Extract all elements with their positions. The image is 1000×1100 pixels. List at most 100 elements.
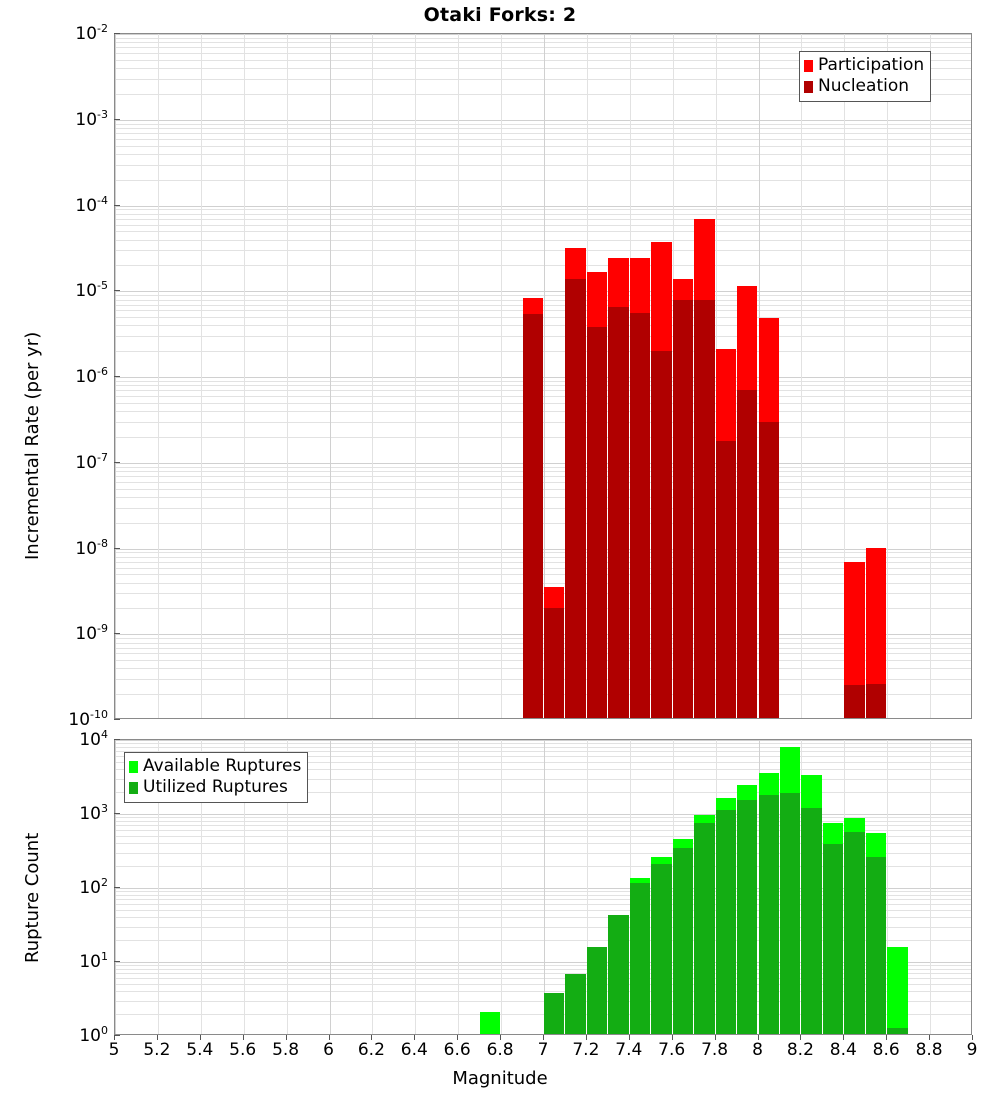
- grid-line-minor: [115, 139, 971, 140]
- rupture-count-bar: [544, 740, 565, 1034]
- incremental-rate-bar: [844, 34, 865, 718]
- y-axis-tick-label: 10-10: [68, 708, 108, 730]
- nucleation-swatch: [804, 80, 813, 93]
- grid-line-minor: [115, 940, 971, 941]
- grid-line-minor: [115, 128, 971, 129]
- grid-line-minor: [115, 568, 971, 569]
- incremental-rate-y-axis-label: Incremental Rate (per yr): [22, 331, 43, 560]
- grid-line-minor: [115, 305, 971, 306]
- grid-line-minor: [115, 866, 971, 867]
- y-axis-tick-label: 10-6: [75, 365, 108, 387]
- grid-line-minor: [115, 969, 971, 970]
- grid-line: [115, 634, 971, 635]
- rupture-count-bar-sub-segment: [822, 843, 844, 1034]
- x-axis-tick-mark: [629, 1035, 630, 1040]
- y-axis-tick-mark: [114, 633, 120, 634]
- rupture-count-bar-total-segment: [479, 1011, 501, 1034]
- incremental-rate-bar-sub-segment: [522, 313, 543, 718]
- x-axis-tick-mark: [929, 1035, 930, 1040]
- x-axis-tick-label: 8: [752, 1040, 763, 1060]
- rupture-count-bar: [844, 740, 865, 1034]
- grid-line-minor: [115, 146, 971, 147]
- grid-line-minor: [115, 899, 971, 900]
- grid-line-minor: [115, 325, 971, 326]
- y-axis-tick-mark: [114, 813, 120, 814]
- rupture-count-bar-sub-segment: [629, 882, 651, 1034]
- grid-line-vertical-minor: [372, 740, 373, 1034]
- y-axis-tick-mark: [114, 33, 120, 34]
- rupture-count-bar-sub-segment: [672, 847, 694, 1034]
- rupture-count-bar: [822, 740, 844, 1034]
- x-axis-tick-label: 8.8: [915, 1040, 943, 1060]
- incremental-rate-bar-sub-segment: [758, 422, 779, 718]
- rupture-count-bar-sub-segment: [737, 800, 758, 1034]
- grid-line-minor: [115, 317, 971, 318]
- available-ruptures-swatch: [129, 760, 138, 773]
- x-axis-tick-label: 6.4: [400, 1040, 428, 1060]
- grid-line-minor: [115, 523, 971, 524]
- grid-line-minor: [115, 583, 971, 584]
- y-axis-tick-mark: [114, 205, 120, 206]
- incremental-rate-bar-total-segment: [865, 548, 887, 718]
- grid-line-vertical: [330, 34, 331, 718]
- incremental-rate-legend: Participation Nucleation: [799, 51, 932, 102]
- y-axis-tick-label: 101: [79, 950, 108, 972]
- x-axis-tick-label: 5.8: [272, 1040, 300, 1060]
- rupture-count-bar-sub-segment: [608, 914, 629, 1034]
- grid-line-minor: [115, 437, 971, 438]
- y-axis-tick-mark: [114, 961, 120, 962]
- grid-line-minor: [115, 310, 971, 311]
- grid-line-minor: [115, 422, 971, 423]
- grid-line-vertical: [544, 740, 545, 1034]
- x-axis-tick-label: 6: [323, 1040, 334, 1060]
- grid-line-minor: [115, 79, 971, 80]
- grid-line-vertical: [330, 740, 331, 1034]
- grid-line-minor: [115, 411, 971, 412]
- x-axis-tick-mark: [414, 1035, 415, 1040]
- rupture-count-bar: [801, 740, 822, 1034]
- incremental-rate-bar: [672, 34, 694, 718]
- legend-item-nucleation: Nucleation: [804, 76, 924, 97]
- participation-swatch: [804, 59, 813, 72]
- grid-line-vertical-minor: [501, 740, 502, 1034]
- incremental-rate-bar-sub-segment: [544, 608, 565, 718]
- grid-line-minor: [115, 668, 971, 669]
- incremental-rate-bar-sub-segment: [694, 299, 715, 718]
- x-axis-tick-mark: [329, 1035, 330, 1040]
- rupture-count-bar: [737, 740, 758, 1034]
- grid-line-vertical-minor: [930, 34, 931, 718]
- rupture-count-bar-sub-segment: [565, 974, 586, 1034]
- incremental-rate-bar-total-segment: [844, 561, 865, 718]
- y-axis-tick-mark: [114, 887, 120, 888]
- x-axis-tick-label: 5.6: [229, 1040, 257, 1060]
- rupture-count-bar-sub-segment: [758, 794, 779, 1034]
- grid-line-minor: [115, 984, 971, 985]
- grid-line-minor: [115, 978, 971, 979]
- grid-line-vertical-minor: [801, 34, 802, 718]
- grid-line-minor: [115, 562, 971, 563]
- y-axis-tick-label: 10-5: [75, 279, 108, 302]
- grid-line-minor: [115, 508, 971, 509]
- grid-line-minor: [115, 180, 971, 181]
- rupture-count-bar-sub-segment: [801, 807, 822, 1034]
- grid-line-vertical-minor: [201, 740, 202, 1034]
- grid-line-vertical-minor: [930, 740, 931, 1034]
- incremental-rate-bar-sub-segment: [586, 327, 608, 718]
- x-axis-tick-mark: [457, 1035, 458, 1040]
- grid-line-minor: [115, 250, 971, 251]
- incremental-rate-bar: [586, 34, 608, 718]
- incremental-rate-bar-sub-segment: [608, 307, 629, 718]
- incremental-rate-bar: [608, 34, 629, 718]
- incremental-rate-bar-sub-segment: [565, 279, 586, 718]
- grid-line-vertical-minor: [244, 34, 245, 718]
- grid-line: [115, 549, 971, 550]
- y-axis-tick-mark: [114, 462, 120, 463]
- x-axis-tick-label: 5.2: [143, 1040, 171, 1060]
- grid-line-minor: [115, 891, 971, 892]
- x-axis-tick-mark: [157, 1035, 158, 1040]
- x-axis-tick-label: 7.8: [701, 1040, 729, 1060]
- grid-line-vertical-minor: [158, 34, 159, 718]
- y-axis-tick-label: 10-2: [75, 22, 108, 44]
- grid-line-minor: [115, 42, 971, 43]
- utilized-ruptures-swatch: [129, 781, 138, 794]
